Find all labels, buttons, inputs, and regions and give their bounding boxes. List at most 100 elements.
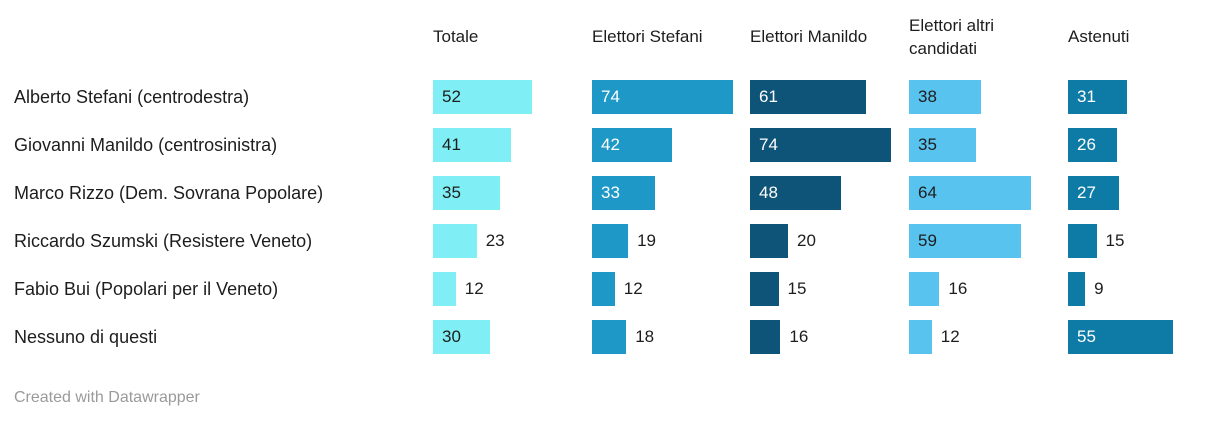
bar-cell: 23 bbox=[433, 217, 592, 265]
bar bbox=[1068, 224, 1097, 258]
bar-cell: 64 bbox=[909, 169, 1068, 217]
bar bbox=[1068, 128, 1118, 162]
bar-value-label: 20 bbox=[797, 231, 816, 250]
column-header-label: Astenuti bbox=[1068, 27, 1130, 46]
bar bbox=[1068, 272, 1086, 306]
bar-value-label: 27 bbox=[1077, 183, 1096, 202]
bar bbox=[433, 272, 456, 306]
column-header-cell: Elettori Manildo bbox=[750, 0, 909, 73]
bar bbox=[750, 80, 866, 114]
bar-value-label: 9 bbox=[1094, 279, 1104, 298]
bar-cell: 27 bbox=[1068, 169, 1220, 217]
bar-value-label: 12 bbox=[940, 327, 960, 346]
bar-cell: 42 bbox=[592, 121, 750, 169]
bar bbox=[750, 128, 891, 162]
table-row: Alberto Stefani (centrodestra) 52 74 61 38 31 bbox=[0, 73, 1220, 121]
row-label: Marco Rizzo (Dem. Sovrana Popolare) bbox=[14, 182, 324, 203]
header-spacer bbox=[0, 0, 433, 73]
bar-cell: 55 bbox=[1068, 313, 1220, 361]
column-header-label: Elettori Stefani bbox=[592, 27, 703, 46]
table-row: Nessuno di questi 30 18 16 12 55 bbox=[0, 313, 1220, 361]
column-header-cell: Astenuti bbox=[1068, 0, 1220, 73]
bar-cell: 41 bbox=[433, 121, 592, 169]
bar-cell: 31 bbox=[1068, 73, 1220, 121]
bar bbox=[750, 224, 788, 258]
table-row: Fabio Bui (Popolari per il Veneto) 12 12 15… bbox=[0, 265, 1220, 313]
bar-value-label: 23 bbox=[485, 231, 505, 250]
bar-value-label: 61 bbox=[759, 87, 778, 106]
bar-cell: 12 bbox=[909, 313, 1068, 361]
bar-cell: 74 bbox=[592, 73, 750, 121]
bar bbox=[909, 320, 932, 354]
bar-cell: 61 bbox=[750, 73, 909, 121]
bar-cell: 12 bbox=[433, 265, 592, 313]
row-label: Giovanni Manildo (centrosinistra) bbox=[14, 134, 278, 155]
bar-cell: 52 bbox=[433, 73, 592, 121]
bar-value-label: 38 bbox=[918, 87, 937, 106]
column-header-cell: Elettori Stefani bbox=[592, 0, 750, 73]
bar bbox=[592, 320, 627, 354]
bar-value-label: 74 bbox=[601, 87, 620, 106]
bar bbox=[1068, 176, 1120, 210]
bar-value-label: 74 bbox=[759, 135, 778, 154]
row-label-cell: Marco Rizzo (Dem. Sovrana Popolare) bbox=[0, 169, 433, 217]
bar bbox=[909, 80, 982, 114]
bar-cell: 74 bbox=[750, 121, 909, 169]
bar bbox=[433, 224, 477, 258]
bar bbox=[433, 320, 490, 354]
bar bbox=[592, 272, 615, 306]
bar-value-label: 26 bbox=[1077, 135, 1096, 154]
bar-value-label: 31 bbox=[1077, 87, 1096, 106]
column-header-cell: Elettori altri candidati bbox=[909, 0, 1068, 73]
bar-value-label: 16 bbox=[948, 279, 968, 298]
bar-cell: 35 bbox=[433, 169, 592, 217]
chart-rows: Alberto Stefani (centrodestra) 52 74 61 38 31… bbox=[0, 73, 1220, 361]
bar-cell: 48 bbox=[750, 169, 909, 217]
bar-value-label: 18 bbox=[635, 327, 655, 346]
bar-cell: 15 bbox=[750, 265, 909, 313]
row-label-cell: Alberto Stefani (centrodestra) bbox=[0, 73, 433, 121]
row-label-cell: Riccardo Szumski (Resistere Veneto) bbox=[0, 217, 433, 265]
bar-cell: 26 bbox=[1068, 121, 1220, 169]
bar-value-label: 42 bbox=[601, 135, 620, 154]
column-headers: Totale Elettori Stefani Elettori Manildo El… bbox=[0, 0, 1220, 73]
bar bbox=[592, 224, 629, 258]
row-label-cell: Nessuno di questi bbox=[0, 313, 433, 361]
bar bbox=[592, 128, 672, 162]
bar-value-label: 19 bbox=[637, 231, 657, 250]
bar-cell: 59 bbox=[909, 217, 1068, 265]
bar-cell: 20 bbox=[750, 217, 909, 265]
row-label: Fabio Bui (Popolari per il Veneto) bbox=[14, 278, 279, 299]
bar-cell: 15 bbox=[1068, 217, 1220, 265]
bar-cell: 35 bbox=[909, 121, 1068, 169]
column-header-label: Totale bbox=[433, 27, 479, 46]
column-header-cell: Totale bbox=[433, 0, 592, 73]
bar-cell: 19 bbox=[592, 217, 750, 265]
bar-value-label: 15 bbox=[787, 279, 807, 298]
bar bbox=[1068, 80, 1127, 114]
bar bbox=[433, 80, 532, 114]
bar-cell: 18 bbox=[592, 313, 750, 361]
row-label-cell: Fabio Bui (Popolari per il Veneto) bbox=[0, 265, 433, 313]
bar-value-label: 30 bbox=[442, 327, 461, 346]
bar-value-label: 41 bbox=[442, 135, 461, 154]
bar-cell: 16 bbox=[909, 265, 1068, 313]
row-label: Riccardo Szumski (Resistere Veneto) bbox=[14, 230, 313, 251]
bar-value-label: 35 bbox=[442, 183, 461, 202]
bar-value-label: 33 bbox=[601, 183, 620, 202]
row-label: Nessuno di questi bbox=[14, 326, 158, 347]
bar bbox=[909, 128, 976, 162]
bar-value-label: 35 bbox=[918, 135, 937, 154]
bar-cell: 33 bbox=[592, 169, 750, 217]
bar bbox=[592, 176, 655, 210]
table-row: Riccardo Szumski (Resistere Veneto) 23 19 2… bbox=[0, 217, 1220, 265]
table-row: Marco Rizzo (Dem. Sovrana Popolare) 35 33 4… bbox=[0, 169, 1220, 217]
bar bbox=[433, 128, 511, 162]
bar-value-label: 48 bbox=[759, 183, 778, 202]
bar-cell: 38 bbox=[909, 73, 1068, 121]
bar bbox=[433, 176, 500, 210]
bar-value-label: 64 bbox=[918, 183, 937, 202]
bar-value-label: 15 bbox=[1105, 231, 1125, 250]
datawrapper-credit: Created with Datawrapper bbox=[14, 389, 200, 406]
